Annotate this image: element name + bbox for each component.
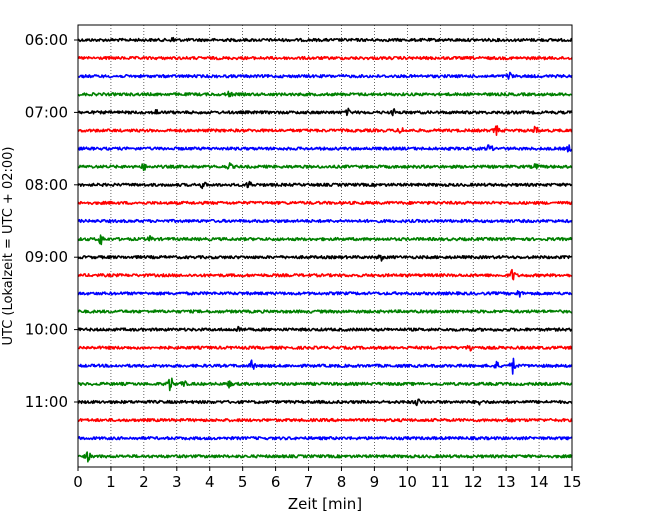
- x-tick-label: 0: [73, 473, 83, 491]
- trace-0830: [77, 218, 573, 224]
- trace-0615: [77, 55, 573, 61]
- x-tick-label: 8: [337, 473, 347, 491]
- trace-0715: [77, 125, 573, 137]
- y-tick-label: 09:00: [25, 248, 68, 266]
- y-axis: 06:00 07:00 08:00 09:00 10:00 11:00: [25, 31, 78, 411]
- x-tick-label: 15: [562, 473, 581, 491]
- x-tick-label: 1: [106, 473, 116, 491]
- y-tick-label: 10:00: [25, 321, 68, 339]
- x-tick-label: 13: [497, 473, 516, 491]
- x-axis: 0 1 2 3 4 5 6 7 8 9 10 11 12 13 14 15: [73, 467, 582, 491]
- x-tick-label: 11: [431, 473, 450, 491]
- x-tick-label: 6: [271, 473, 281, 491]
- trace-0915: [77, 268, 573, 281]
- trace-0730: [77, 144, 573, 153]
- trace-1015: [77, 344, 573, 352]
- trace-0600: [77, 36, 573, 43]
- plot-frame: [77, 24, 573, 468]
- trace-0945: [77, 309, 573, 314]
- x-axis-label: Zeit [min]: [288, 495, 362, 513]
- x-tick-label: 10: [398, 473, 417, 491]
- trace-1130: [77, 436, 573, 441]
- trace-1030: [77, 357, 573, 375]
- trace-1145: [77, 451, 573, 463]
- trace-0630: [77, 71, 573, 80]
- trace-1000: [77, 325, 573, 333]
- trace-0745: [77, 162, 573, 172]
- x-tick-label: 5: [238, 473, 248, 491]
- trace-0700: [77, 107, 573, 117]
- trace-0845: [77, 234, 573, 246]
- x-tick-label: 7: [304, 473, 314, 491]
- y-tick-label: 06:00: [25, 31, 68, 49]
- y-axis-label: UTC (Lokalzeit = UTC + 02:00): [1, 147, 16, 346]
- x-tick-label: 14: [530, 473, 549, 491]
- x-tick-label: 4: [205, 473, 215, 491]
- trace-0900: [77, 254, 573, 262]
- x-tick-label: 9: [370, 473, 380, 491]
- x-tick-label: 3: [172, 473, 182, 491]
- trace-0815: [77, 200, 573, 206]
- trace-0800: [77, 180, 573, 190]
- trace-1100: [77, 398, 573, 407]
- trace-1115: [77, 417, 573, 423]
- x-tick-label: 2: [139, 473, 149, 491]
- y-tick-label: 08:00: [25, 176, 68, 194]
- trace-1045: [77, 377, 573, 392]
- trace-0645: [77, 90, 573, 98]
- y-tick-label: 07:00: [25, 103, 68, 121]
- traces: [77, 36, 573, 463]
- trace-0930: [77, 290, 573, 298]
- x-tick-label: 12: [464, 473, 483, 491]
- y-tick-label: 11:00: [25, 393, 68, 411]
